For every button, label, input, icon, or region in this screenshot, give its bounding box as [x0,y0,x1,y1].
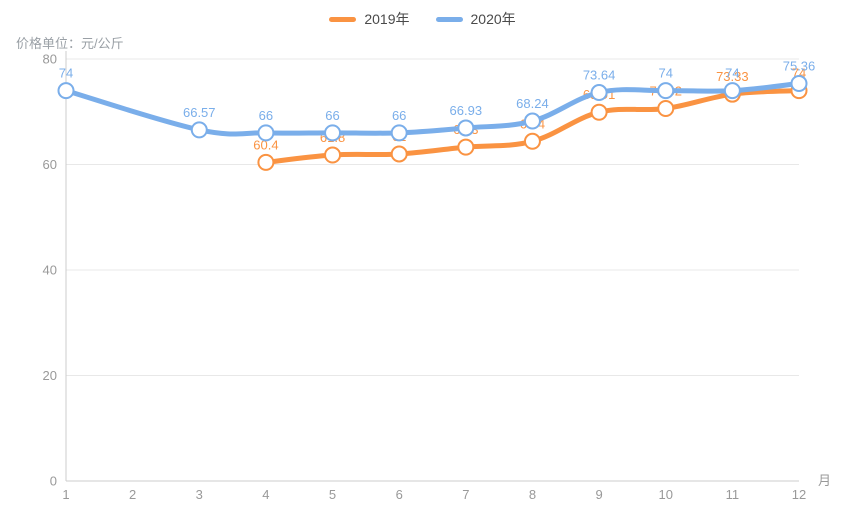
x-tick-label: 11 [726,487,740,502]
point-label-2020年: 74 [59,66,73,81]
chart-unit-title: 价格单位：元/公斤 [16,36,124,51]
x-tick-label: 3 [196,487,203,502]
data-point-2019年[interactable] [390,145,408,163]
point-label-2020年: 66.93 [450,103,483,118]
point-label-2020年: 74 [658,66,672,81]
y-tick-label: 0 [50,474,57,489]
x-tick-label: 10 [658,487,672,502]
legend-item-2020年[interactable]: 2020年 [435,9,516,29]
data-point-2019年[interactable] [257,153,275,171]
x-tick-label: 9 [595,487,602,502]
data-point-2020年[interactable] [523,112,541,130]
point-label-2019年: 60.4 [253,137,278,152]
x-tick-label: 8 [529,487,536,502]
y-tick-label: 40 [43,263,57,278]
data-point-2020年[interactable] [190,121,208,139]
data-point-2019年[interactable] [523,132,541,150]
x-tick-label: 12 [792,487,806,502]
legend-item-2019年[interactable]: 2019年 [329,9,410,29]
data-point-2020年[interactable] [257,124,275,142]
y-tick-label: 60 [43,157,57,172]
legend-swatch [435,16,463,22]
x-tick-label: 5 [329,487,336,502]
x-tick-label: 4 [262,487,269,502]
data-point-2019年[interactable] [657,99,675,117]
x-tick-label: 6 [396,487,403,502]
point-label-2020年: 66 [259,108,273,123]
point-label-2020年: 74 [725,66,739,81]
data-point-2020年[interactable] [324,124,342,142]
data-point-2020年[interactable] [657,82,675,100]
x-tick-label: 1 [62,487,69,502]
data-point-2019年[interactable] [457,138,475,156]
x-axis-name: 月 [818,473,831,488]
y-tick-label: 80 [43,52,57,67]
x-tick-label: 7 [462,487,469,502]
point-label-2020年: 75.36 [783,58,816,73]
point-label-2020年: 73.64 [583,68,616,83]
data-point-2020年[interactable] [457,119,475,137]
data-point-2020年[interactable] [723,82,741,100]
point-label-2020年: 66 [392,108,406,123]
point-label-2020年: 66.57 [183,105,216,120]
point-label-2019年: 73.33 [716,69,749,84]
legend-label: 2020年 [470,11,516,27]
y-tick-label: 20 [43,368,57,383]
data-point-2019年[interactable] [590,103,608,121]
legend: 2019年 2020年 [0,9,845,29]
data-point-2020年[interactable] [57,82,75,100]
point-label-2020年: 66 [325,108,339,123]
data-point-2019年[interactable] [324,146,342,164]
point-label-2020年: 68.24 [516,96,549,111]
series-line-2020年[interactable] [63,80,802,137]
x-tick-label: 2 [129,487,136,502]
legend-swatch [329,16,357,22]
data-point-2020年[interactable] [390,124,408,142]
data-point-2020年[interactable] [590,84,608,102]
data-point-2020年[interactable] [790,74,808,92]
legend-label: 2019年 [364,11,410,27]
